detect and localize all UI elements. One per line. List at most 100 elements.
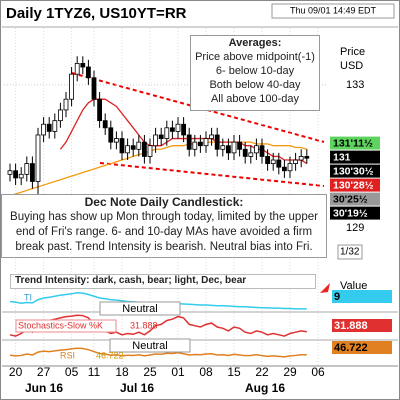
price-label-box (330, 136, 380, 150)
price-label: 130'30½ (333, 165, 374, 177)
rsi-value: 46.722 (334, 342, 368, 354)
ti-label: Trend Intensity: dark, cash, bear; light… (10, 274, 316, 289)
candle-body (74, 63, 80, 75)
candle-body (304, 156, 310, 159)
averages-title: Averages: (228, 37, 282, 49)
candle-body (164, 127, 170, 139)
x-tick-label: 08 (199, 365, 213, 379)
price-label: 30'19½ (333, 207, 368, 219)
candle-body (136, 141, 142, 150)
month-label: Jun 16 (25, 381, 63, 395)
neutral-label: Neutral (122, 303, 157, 315)
x-tick-label: 05 (65, 365, 79, 379)
averages-lines: Price above midpoint(-1) 6- below 10-day B… (191, 50, 319, 106)
candle-body (158, 134, 164, 139)
candle-body (13, 170, 19, 179)
candle-body (253, 145, 259, 154)
price-label: 130'28½ (333, 179, 374, 191)
candle-body (153, 134, 159, 147)
candle-body (276, 159, 282, 168)
candle-body (270, 159, 276, 164)
candle-body (298, 156, 304, 161)
candle-body (186, 134, 192, 150)
stoch-value-box (332, 319, 392, 332)
x-tick-label: 25 (143, 365, 157, 379)
candle-body (69, 73, 74, 100)
candle-body (35, 134, 41, 182)
price-label: 131 (333, 151, 351, 163)
averages-line: All above 100-day (210, 93, 300, 105)
x-tick-label: 22 (255, 365, 269, 379)
averages-line: Both below 40-day (209, 79, 301, 91)
candle-body (119, 138, 125, 154)
averages-line: Price above midpoint(-1) (195, 51, 315, 63)
price-label-box (330, 164, 380, 178)
candle-body (181, 123, 187, 136)
commentary-box: Dec Note Daily Candlestick: Buying has s… (1, 194, 327, 258)
price-label: 30'25½ (333, 193, 368, 205)
moving-average (9, 141, 307, 197)
candle-body (214, 134, 220, 150)
candle-body (293, 159, 299, 164)
candle-body (52, 120, 58, 132)
increment-box (337, 244, 363, 260)
chart-title: Daily 1TYZ6, US10YT=RR (6, 5, 187, 22)
candle-body (242, 148, 248, 157)
candle-body (192, 141, 198, 150)
y-unit: USD (340, 60, 363, 72)
candle-body (80, 63, 86, 68)
candle-body (231, 141, 237, 154)
month-label: Jul 16 (120, 381, 154, 395)
price-label-box (330, 206, 380, 220)
y-label: Price (340, 46, 365, 58)
x-tick-label: 11 (88, 365, 101, 379)
candle-body (287, 163, 293, 172)
averages-line: 6- below 10-day (215, 65, 295, 77)
price-label-box (330, 150, 380, 164)
trendline (99, 162, 325, 187)
commentary-text: Buying has show up Mon through today, li… (10, 211, 318, 253)
x-tick-label: 15 (227, 365, 241, 379)
ti-tag: TI (24, 292, 32, 302)
neutral-label: Neutral (132, 340, 167, 352)
candle-body (248, 152, 254, 157)
y-tick-label: 133 (346, 79, 364, 91)
candle-body (18, 173, 24, 179)
x-tick-label: 01 (171, 365, 185, 379)
candle-body (259, 145, 265, 157)
rsi-name: RSI (60, 350, 75, 360)
price-label-box (330, 192, 380, 206)
candle-body (203, 138, 209, 147)
stochastics-line (9, 314, 307, 337)
candle-body (225, 145, 231, 154)
candle-body (220, 145, 226, 150)
month-label: Aug 16 (245, 381, 285, 395)
price-label-box (330, 178, 380, 192)
candle-body (197, 141, 203, 147)
x-tick-label: 06 (311, 365, 325, 379)
price-label: 131'11½ (333, 137, 373, 149)
ti-value-title: Value (340, 280, 367, 292)
stoch-inline-value: 31.888 (130, 320, 158, 330)
candle-body (63, 98, 69, 111)
stoch-value: 31.888 (334, 320, 368, 332)
candle-body (41, 123, 46, 136)
candle-body (265, 156, 271, 164)
candle-body (169, 127, 175, 132)
increment-label: 1/32 (340, 247, 360, 258)
candle-body (91, 77, 97, 100)
ti-value-box (332, 290, 392, 303)
commentary-title: Dec Note Daily Candlestick: (84, 195, 244, 209)
candle-body (147, 145, 153, 157)
x-tick-label: 18 (115, 365, 129, 379)
rsi-line (9, 347, 307, 358)
candle-body (108, 127, 114, 143)
timestamp-box (271, 3, 395, 19)
candle-body (7, 170, 13, 175)
neutral-box (109, 338, 191, 353)
trendline (71, 72, 325, 143)
x-tick-label: 27 (37, 365, 51, 379)
candle-body (209, 134, 215, 139)
